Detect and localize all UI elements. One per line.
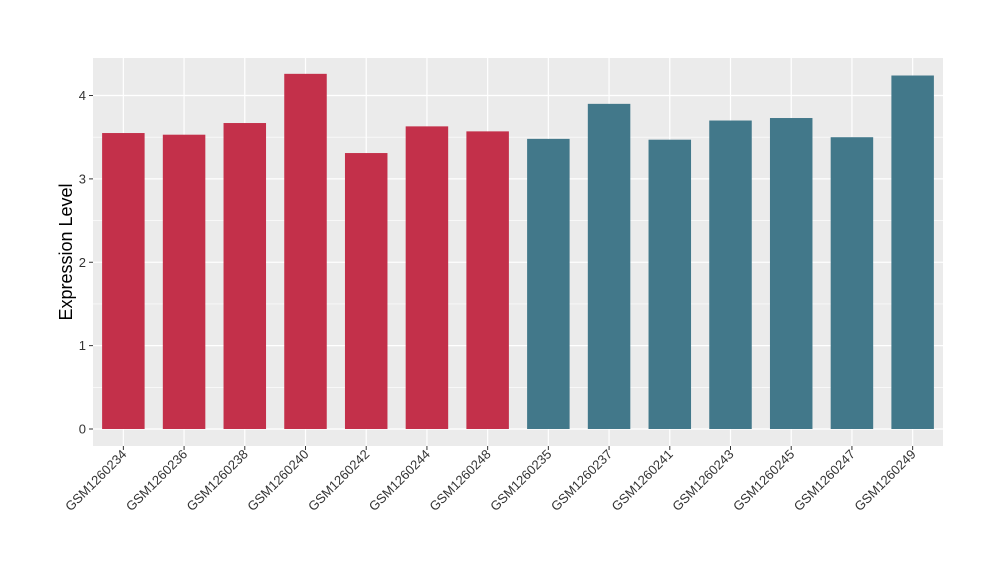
bar-GSM1260235: [527, 138, 570, 429]
bar-GSM1260248: [466, 131, 509, 430]
x-tick-label: GSM1260245: [730, 447, 797, 514]
bar-GSM1260240: [284, 73, 327, 429]
x-tick-label: GSM1260242: [305, 447, 372, 514]
bar-GSM1260247: [830, 137, 874, 429]
y-tick-label: 3: [79, 171, 86, 186]
y-axis: 0 1 2 3 4: [79, 88, 93, 437]
bar-GSM1260234: [102, 133, 145, 430]
x-tick-label: GSM1260249: [851, 447, 918, 514]
x-tick-label: GSM1260237: [548, 447, 615, 514]
bar-GSM1260249: [891, 75, 934, 429]
x-tick-label: GSM1260235: [487, 447, 554, 514]
x-tick-label: GSM1260240: [244, 447, 311, 514]
bar-GSM1260241: [648, 139, 692, 429]
x-tick-label: GSM1260236: [123, 447, 190, 514]
x-axis: GSM1260234GSM1260236GSM1260238GSM1260240…: [62, 446, 919, 514]
bar-GSM1260244: [405, 126, 449, 429]
bar-GSM1260242: [344, 153, 388, 429]
bars: [102, 73, 934, 430]
plot-panel: [93, 58, 943, 446]
x-tick-label: GSM1260248: [426, 447, 493, 514]
bar-GSM1260236: [162, 134, 206, 430]
x-tick-label: GSM1260234: [62, 447, 129, 514]
x-tick-label: GSM1260243: [669, 447, 736, 514]
y-tick-label: 1: [79, 338, 86, 353]
x-tick-label: GSM1260247: [791, 447, 858, 514]
bar-GSM1260245: [769, 118, 813, 429]
y-axis-label: Expression Level: [56, 183, 76, 320]
y-tick-label: 0: [79, 422, 86, 437]
bar-GSM1260243: [709, 120, 752, 430]
y-tick-label: 4: [79, 88, 86, 103]
x-tick-label: GSM1260241: [609, 447, 676, 514]
x-tick-label: GSM1260244: [366, 447, 433, 514]
bar-GSM1260238: [223, 123, 267, 430]
y-tick-label: 2: [79, 255, 86, 270]
bar-GSM1260237: [587, 103, 631, 429]
x-tick-label: GSM1260238: [184, 447, 251, 514]
